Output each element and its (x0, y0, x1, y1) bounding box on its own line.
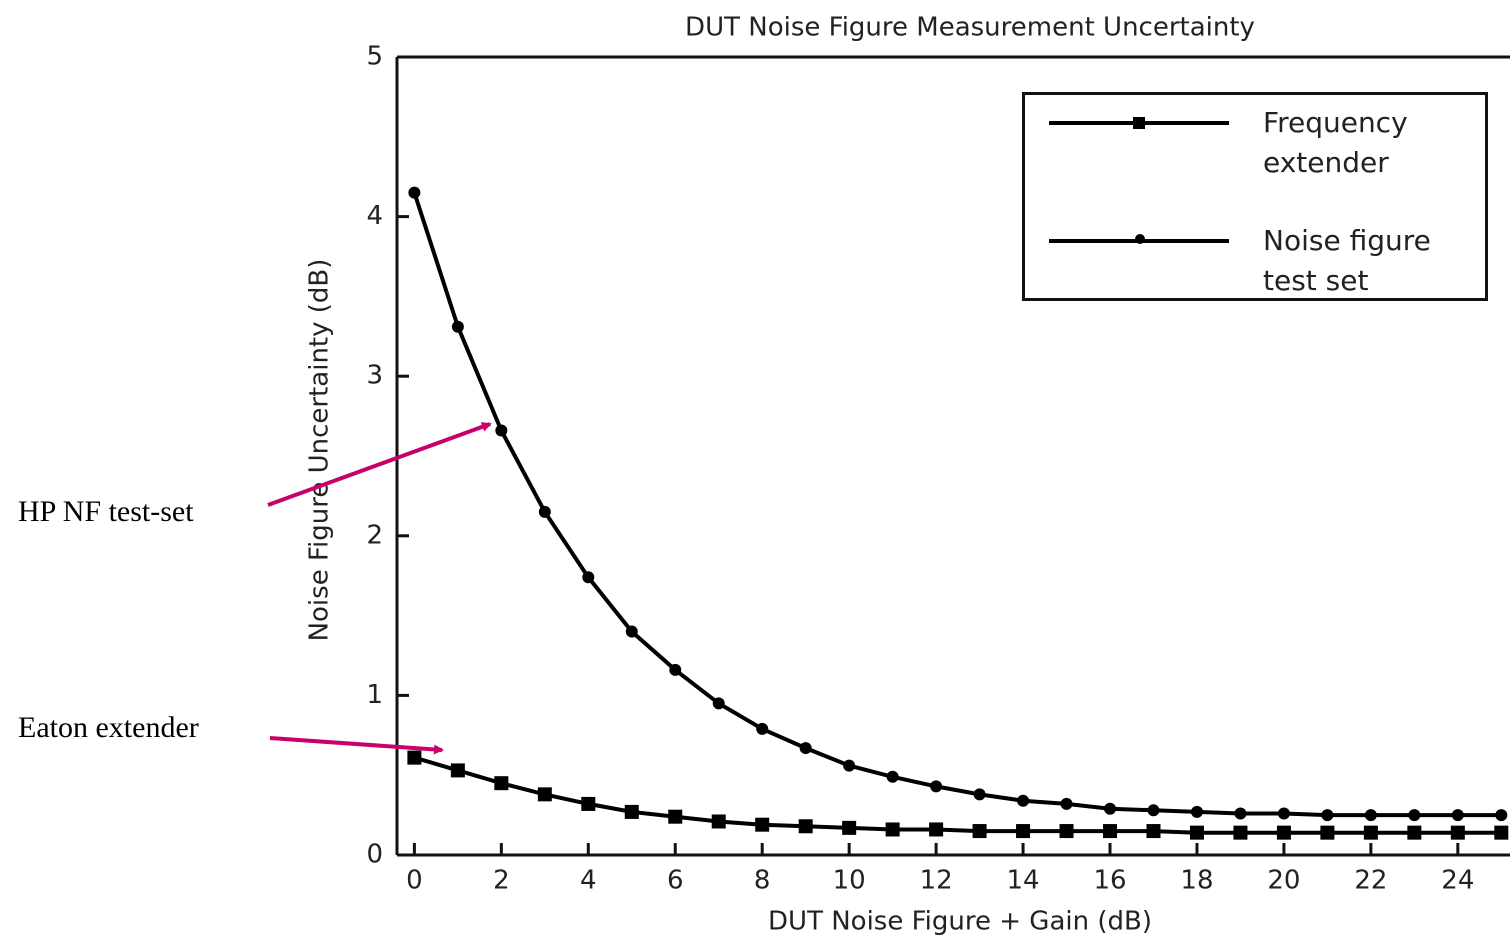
x-tick-label: 18 (1180, 866, 1213, 896)
x-tick-label: 12 (920, 866, 953, 896)
point (582, 571, 595, 584)
point (1494, 825, 1509, 840)
x-tick-label: 14 (1007, 866, 1040, 896)
x-tick-label: 6 (667, 866, 684, 896)
point (1321, 809, 1334, 822)
x-tick-label: 0 (406, 866, 423, 896)
point (537, 787, 552, 802)
point (624, 804, 639, 819)
x-tick-label: 20 (1267, 866, 1300, 896)
annotation: Eaton extender (18, 711, 199, 744)
point (1189, 825, 1204, 840)
point (1277, 807, 1290, 820)
point (1450, 825, 1465, 840)
point (1060, 797, 1073, 810)
point (1017, 794, 1030, 807)
point (886, 770, 899, 783)
point (1363, 825, 1378, 840)
point (1451, 809, 1464, 822)
point (494, 776, 509, 791)
point (451, 320, 464, 333)
point (930, 780, 943, 793)
y-tick-label: 4 (366, 201, 383, 231)
point (1059, 824, 1074, 839)
point (1495, 809, 1508, 822)
point (1276, 825, 1291, 840)
legend-marker (1135, 234, 1145, 244)
x-tick-label: 24 (1441, 866, 1474, 896)
point (1146, 824, 1161, 839)
y-tick-label: 5 (366, 42, 383, 72)
point (755, 817, 770, 832)
point (495, 424, 508, 437)
point (1016, 824, 1031, 839)
point (1408, 809, 1421, 822)
point (1104, 802, 1117, 815)
x-tick-label: 8 (754, 866, 771, 896)
annotation: HP NF test-set (18, 495, 194, 528)
legend-label: Noise figure test set (1263, 224, 1431, 297)
point (1233, 825, 1248, 840)
point (885, 822, 900, 837)
x-tick-label: 4 (580, 866, 597, 896)
point (1234, 807, 1247, 820)
y-tick-label: 0 (366, 840, 383, 870)
point (929, 822, 944, 837)
x-tick-label: 10 (833, 866, 866, 896)
point (799, 742, 812, 755)
point (1190, 805, 1203, 818)
point (973, 788, 986, 801)
point (1364, 809, 1377, 822)
series-line (413, 755, 1502, 835)
point (843, 759, 856, 772)
annotation-arrow (269, 736, 444, 755)
point (668, 809, 683, 824)
legend: Frequency extender Noise figure test set (1022, 92, 1488, 301)
point (408, 186, 421, 199)
x-axis-label: DUT Noise Figure + Gain (dB) (768, 907, 1152, 937)
point (581, 796, 596, 811)
point (538, 505, 551, 518)
point (450, 763, 465, 778)
y-tick-label: 3 (366, 361, 383, 391)
annotation-arrow (267, 422, 492, 507)
point (756, 722, 769, 735)
point (842, 820, 857, 835)
x-tick-label: 22 (1354, 866, 1387, 896)
x-tick-label: 16 (1093, 866, 1126, 896)
x-tick-label: 2 (493, 866, 510, 896)
legend-marker (1133, 117, 1145, 129)
point (972, 824, 987, 839)
y-tick-label: 2 (366, 520, 383, 550)
series-line (412, 192, 1502, 818)
y-axis-label: Noise Figure Uncertainty (dB) (305, 259, 335, 642)
point (711, 814, 726, 829)
point (1147, 804, 1160, 817)
y-tick-label: 1 (366, 680, 383, 710)
chart-title: DUT Noise Figure Measurement Uncertainty (685, 13, 1255, 43)
point (669, 663, 682, 676)
point (1103, 824, 1118, 839)
point (1407, 825, 1422, 840)
legend-label: Frequency extender (1263, 106, 1408, 179)
point (712, 697, 725, 710)
point (1320, 825, 1335, 840)
point (798, 819, 813, 834)
point (407, 750, 422, 765)
point (625, 625, 638, 638)
